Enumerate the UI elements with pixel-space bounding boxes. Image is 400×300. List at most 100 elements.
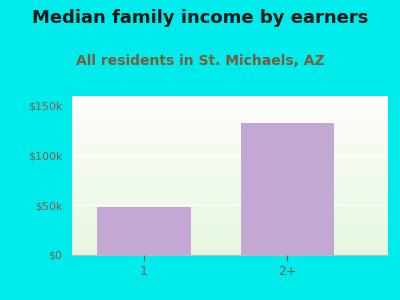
Bar bbox=[72, 203, 388, 204]
Bar bbox=[72, 217, 388, 218]
Bar bbox=[72, 97, 388, 98]
Bar bbox=[72, 153, 388, 154]
Bar bbox=[72, 171, 388, 172]
Bar bbox=[72, 176, 388, 177]
Bar bbox=[72, 135, 388, 136]
Bar bbox=[72, 116, 388, 117]
Bar bbox=[72, 138, 388, 139]
Bar bbox=[72, 244, 388, 245]
Bar bbox=[72, 200, 388, 201]
Bar bbox=[72, 237, 388, 238]
Bar bbox=[72, 143, 388, 144]
Bar bbox=[72, 115, 388, 116]
Bar bbox=[72, 179, 388, 180]
Bar bbox=[72, 113, 388, 114]
Bar bbox=[72, 172, 388, 173]
Bar bbox=[72, 254, 388, 255]
Bar bbox=[72, 218, 388, 219]
Bar bbox=[72, 236, 388, 237]
Bar bbox=[72, 141, 388, 142]
Bar bbox=[72, 164, 388, 165]
Bar bbox=[72, 250, 388, 251]
Bar bbox=[72, 114, 388, 115]
Bar bbox=[72, 251, 388, 252]
Bar bbox=[72, 188, 388, 189]
Bar bbox=[72, 158, 388, 159]
Bar bbox=[72, 128, 388, 129]
Bar bbox=[72, 122, 388, 123]
Bar bbox=[72, 242, 388, 243]
Bar bbox=[72, 195, 388, 196]
Bar bbox=[72, 152, 388, 153]
Bar bbox=[72, 228, 388, 229]
Bar bbox=[72, 136, 388, 137]
Bar bbox=[72, 165, 388, 166]
Bar bbox=[72, 147, 388, 148]
Bar bbox=[72, 225, 388, 226]
Bar bbox=[72, 199, 388, 200]
Bar bbox=[72, 151, 388, 152]
Bar bbox=[72, 238, 388, 239]
Bar bbox=[72, 105, 388, 106]
Bar bbox=[72, 233, 388, 234]
Bar bbox=[72, 146, 388, 147]
Bar bbox=[72, 166, 388, 167]
Text: All residents in St. Michaels, AZ: All residents in St. Michaels, AZ bbox=[76, 54, 324, 68]
Bar bbox=[72, 245, 388, 246]
Bar bbox=[72, 129, 388, 130]
Bar bbox=[72, 107, 388, 108]
Bar bbox=[72, 125, 388, 126]
Bar bbox=[72, 124, 388, 125]
Bar bbox=[72, 224, 388, 225]
Bar bbox=[72, 182, 388, 183]
Bar bbox=[72, 112, 388, 113]
Bar bbox=[72, 118, 388, 119]
Bar bbox=[72, 170, 388, 171]
Bar bbox=[72, 131, 388, 132]
Bar bbox=[72, 148, 388, 149]
Bar bbox=[72, 99, 388, 100]
Bar bbox=[72, 181, 388, 182]
Bar bbox=[72, 140, 388, 141]
Bar bbox=[72, 178, 388, 179]
Bar bbox=[72, 239, 388, 240]
Bar bbox=[72, 108, 388, 109]
Bar bbox=[97, 207, 190, 255]
Bar bbox=[72, 196, 388, 197]
Bar bbox=[72, 139, 388, 140]
Bar bbox=[72, 226, 388, 227]
Bar bbox=[72, 192, 388, 193]
Bar bbox=[72, 232, 388, 233]
Bar bbox=[72, 120, 388, 121]
Bar bbox=[72, 194, 388, 195]
Bar bbox=[241, 123, 334, 255]
Bar bbox=[72, 214, 388, 215]
Bar bbox=[72, 127, 388, 128]
Bar bbox=[72, 241, 388, 242]
Bar bbox=[72, 198, 388, 199]
Bar bbox=[72, 144, 388, 145]
Bar bbox=[72, 159, 388, 160]
Bar bbox=[72, 215, 388, 216]
Bar bbox=[72, 102, 388, 103]
Bar bbox=[72, 169, 388, 170]
Bar bbox=[72, 197, 388, 198]
Bar bbox=[72, 110, 388, 111]
Bar bbox=[72, 119, 388, 120]
Bar bbox=[72, 213, 388, 214]
Bar bbox=[72, 209, 388, 210]
Bar bbox=[72, 210, 388, 211]
Bar bbox=[72, 160, 388, 161]
Bar bbox=[72, 235, 388, 236]
Bar bbox=[72, 180, 388, 181]
Bar bbox=[72, 137, 388, 138]
Bar bbox=[72, 230, 388, 231]
Bar bbox=[72, 253, 388, 254]
Bar bbox=[72, 168, 388, 169]
Bar bbox=[72, 221, 388, 222]
Bar bbox=[72, 246, 388, 247]
Bar bbox=[72, 208, 388, 209]
Bar bbox=[72, 202, 388, 203]
Bar bbox=[72, 118, 388, 119]
Bar bbox=[72, 187, 388, 188]
